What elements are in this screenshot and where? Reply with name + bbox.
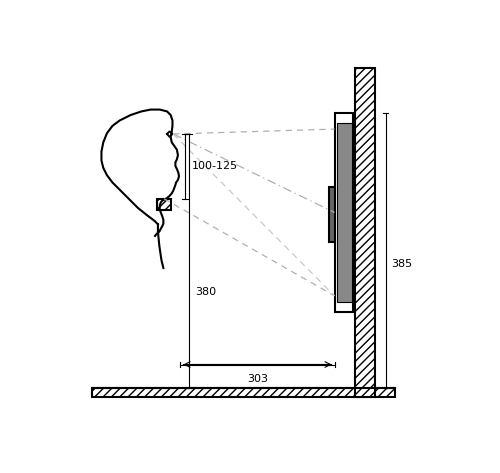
Bar: [92, 388, 395, 397]
Bar: [338, 123, 352, 302]
Bar: [354, 68, 374, 397]
Text: 385: 385: [391, 260, 412, 270]
Text: 303: 303: [247, 374, 268, 384]
Bar: [330, 187, 336, 242]
Bar: [334, 113, 353, 312]
Text: 100-125: 100-125: [192, 161, 238, 171]
Bar: [157, 199, 171, 210]
Text: 380: 380: [196, 287, 216, 297]
